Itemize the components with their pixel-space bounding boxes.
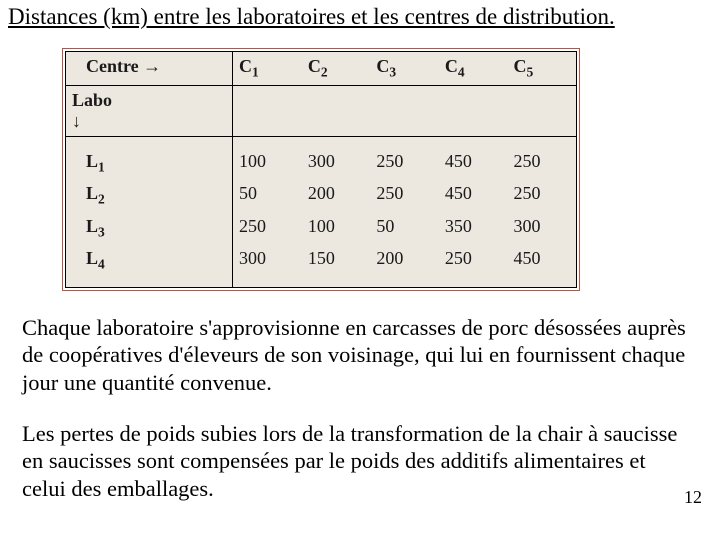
row-block-label-cell: Labo ↓ bbox=[66, 85, 233, 136]
table-header-row: Centre → C1 C2 C3 C4 bbox=[66, 52, 576, 85]
cell: 250 bbox=[507, 136, 576, 179]
row-label-l2: L2 bbox=[66, 179, 233, 212]
col-header-c4: C4 bbox=[439, 52, 508, 85]
paragraph-1: Chaque laboratoire s'approvisionne en ca… bbox=[22, 314, 692, 396]
row-block-label: Labo bbox=[72, 90, 112, 110]
paragraph-2: Les pertes de poids subies lors de la tr… bbox=[22, 420, 692, 502]
cell: 450 bbox=[507, 244, 576, 287]
cell: 350 bbox=[439, 212, 508, 245]
col-header-c1: C1 bbox=[233, 52, 302, 85]
cell: 300 bbox=[233, 244, 302, 287]
slide-page: Distances (km) entre les laboratoires et… bbox=[0, 0, 720, 540]
row-label-l3: L3 bbox=[66, 212, 233, 245]
col-header-c5: C5 bbox=[507, 52, 576, 85]
right-arrow-icon: → bbox=[143, 56, 161, 76]
distance-table-scan: Centre → C1 C2 C3 C4 bbox=[65, 51, 577, 288]
cell: 250 bbox=[507, 179, 576, 212]
table-row: L2 50 200 250 450 250 bbox=[66, 179, 576, 212]
cell: 250 bbox=[233, 212, 302, 245]
cell: 200 bbox=[370, 244, 439, 287]
distance-table: Centre → C1 C2 C3 C4 bbox=[66, 52, 576, 287]
table-row: L3 250 100 50 350 300 bbox=[66, 212, 576, 245]
cell: 100 bbox=[302, 212, 371, 245]
cell: 300 bbox=[302, 136, 371, 179]
distance-table-frame: Centre → C1 C2 C3 C4 bbox=[62, 48, 580, 291]
table-row: L1 100 300 250 450 250 bbox=[66, 136, 576, 179]
corner-cell: Centre → bbox=[66, 52, 233, 85]
page-title: Distances (km) entre les laboratoires et… bbox=[8, 4, 615, 30]
row-label-l1: L1 bbox=[66, 136, 233, 179]
col-header-c2: C2 bbox=[302, 52, 371, 85]
cell: 50 bbox=[370, 212, 439, 245]
cell: 200 bbox=[302, 179, 371, 212]
cell: 250 bbox=[370, 136, 439, 179]
down-arrow-icon: ↓ bbox=[72, 111, 81, 131]
row-label-l4: L4 bbox=[66, 244, 233, 287]
row-block-label-row: Labo ↓ bbox=[66, 85, 576, 136]
cell: 250 bbox=[370, 179, 439, 212]
page-number: 12 bbox=[684, 487, 702, 508]
cell: 250 bbox=[439, 244, 508, 287]
table-row: L4 300 150 200 250 450 bbox=[66, 244, 576, 287]
cell: 50 bbox=[233, 179, 302, 212]
corner-label: Centre bbox=[86, 56, 139, 76]
cell: 450 bbox=[439, 179, 508, 212]
col-header-c3: C3 bbox=[370, 52, 439, 85]
cell: 100 bbox=[233, 136, 302, 179]
cell: 300 bbox=[507, 212, 576, 245]
cell: 450 bbox=[439, 136, 508, 179]
cell: 150 bbox=[302, 244, 371, 287]
